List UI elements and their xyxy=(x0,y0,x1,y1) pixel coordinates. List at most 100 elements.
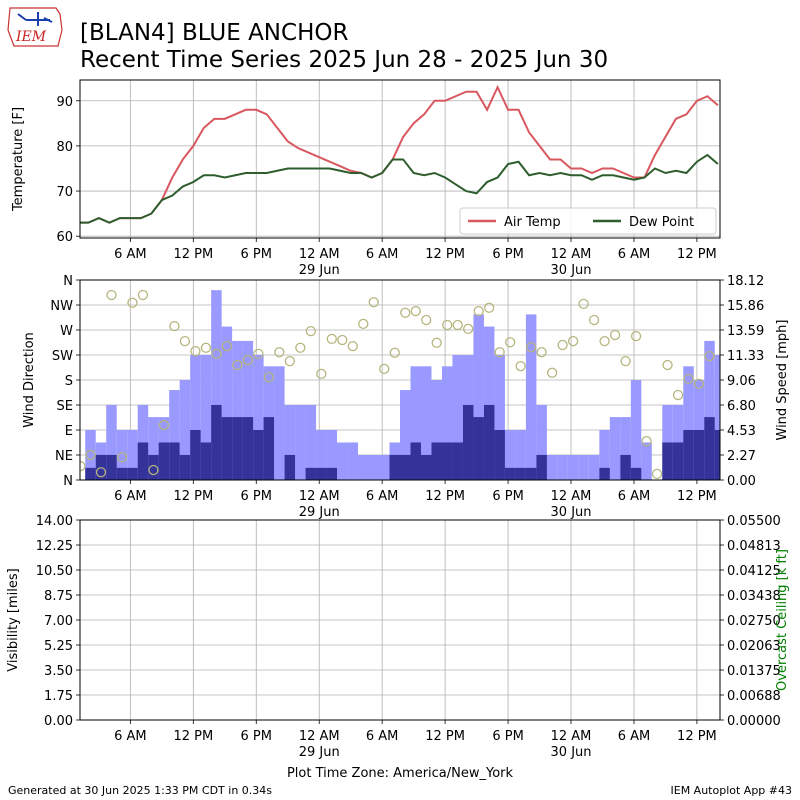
point xyxy=(389,347,400,358)
y-tick-label: W xyxy=(60,324,73,339)
y2-tick-label: 0.03438 xyxy=(727,589,781,604)
y-tick-label: N xyxy=(63,274,73,289)
bar xyxy=(672,442,684,480)
bar xyxy=(494,430,505,480)
bar xyxy=(714,354,720,480)
bar xyxy=(620,454,631,480)
point xyxy=(630,330,642,342)
axes-frame xyxy=(79,279,721,481)
x-tick-label: 12 AM xyxy=(299,729,340,744)
bar xyxy=(483,404,495,480)
point xyxy=(358,318,369,330)
x-tick-label: 12 AM xyxy=(299,489,340,504)
point xyxy=(106,289,117,301)
y-tick-label: 80 xyxy=(56,140,73,155)
y2-tick-label: 0.04813 xyxy=(727,539,781,554)
bar xyxy=(599,467,610,480)
bar xyxy=(358,454,369,480)
bar xyxy=(284,454,296,480)
x-tick-label: 6 PM xyxy=(492,729,523,744)
y2-tick-label: 0.00000 xyxy=(727,714,781,729)
y-tick-label: S xyxy=(65,374,73,389)
bar xyxy=(190,354,201,480)
legend-label: Air Temp xyxy=(504,215,561,230)
bar xyxy=(253,354,264,480)
point xyxy=(337,334,348,346)
bar xyxy=(483,326,495,480)
bar xyxy=(158,442,170,480)
bar xyxy=(326,430,338,480)
bar xyxy=(116,467,128,480)
x-tick-label: 12 AM xyxy=(299,247,340,262)
y2-tick-label: 0.05500 xyxy=(727,514,781,529)
bar xyxy=(588,454,600,480)
point xyxy=(347,340,358,352)
bar xyxy=(337,442,348,480)
bar xyxy=(305,467,317,480)
bar xyxy=(525,314,537,480)
x-tick-label: 6 AM xyxy=(114,489,147,504)
x-tick-label: 12 PM xyxy=(173,489,213,504)
bar xyxy=(504,467,516,480)
y-tick-label: 0.00 xyxy=(44,714,73,729)
x-tick-label: 6 PM xyxy=(241,489,272,504)
point xyxy=(242,354,254,366)
bar xyxy=(704,340,715,480)
bar xyxy=(410,366,421,480)
bar xyxy=(179,380,191,480)
y2-tick-label: 2.27 xyxy=(727,449,756,464)
bar xyxy=(137,442,149,480)
x-tick-date: 30 Jun xyxy=(551,745,592,760)
point xyxy=(431,337,442,348)
point xyxy=(578,298,589,310)
legend-label: Dew Point xyxy=(629,215,694,230)
point xyxy=(295,342,306,353)
legend: Air Temp Dew Point xyxy=(459,207,717,235)
bar xyxy=(326,467,338,480)
bar xyxy=(431,442,442,480)
x-tick-label: 12 PM xyxy=(425,729,465,744)
point xyxy=(494,347,505,358)
x-tick-label: 6 AM xyxy=(618,247,651,262)
point xyxy=(693,378,705,390)
point xyxy=(599,335,610,347)
y-axis-label: Wind Direction xyxy=(22,332,37,428)
y-tick-label: 60 xyxy=(56,230,73,245)
point xyxy=(95,467,107,478)
point xyxy=(410,305,421,317)
x-tick-label: 12 PM xyxy=(425,489,465,504)
x-tick-label: 6 PM xyxy=(241,729,272,744)
bar xyxy=(567,454,579,480)
bar xyxy=(284,404,296,480)
point xyxy=(316,368,327,380)
y-tick-label: SE xyxy=(57,399,73,414)
x-tick-label: 6 PM xyxy=(241,247,272,262)
bar xyxy=(400,454,411,480)
bar xyxy=(190,430,201,480)
x-tick-label: 12 PM xyxy=(425,247,465,262)
point xyxy=(473,305,484,317)
x-tick-date: 30 Jun xyxy=(551,505,592,520)
point xyxy=(463,323,474,335)
point xyxy=(421,314,432,326)
point xyxy=(557,339,568,351)
bar xyxy=(714,430,720,480)
point xyxy=(253,348,264,360)
y2-tick-label: 4.53 xyxy=(727,424,756,439)
y2-tick-label: 0.02063 xyxy=(727,639,781,654)
bar xyxy=(211,404,222,480)
y-tick-label: SW xyxy=(52,349,73,364)
y2-tick-label: 18.12 xyxy=(727,274,764,289)
y-tick-label: 70 xyxy=(56,185,73,200)
bar xyxy=(504,430,516,480)
point xyxy=(620,355,631,367)
y-tick-label: NE xyxy=(55,449,73,464)
bar xyxy=(683,366,694,480)
y2-tick-label: 6.80 xyxy=(727,399,756,414)
bar xyxy=(379,454,390,480)
bar xyxy=(662,442,673,480)
bar xyxy=(630,380,642,480)
bar xyxy=(515,430,526,480)
bar xyxy=(232,340,243,480)
